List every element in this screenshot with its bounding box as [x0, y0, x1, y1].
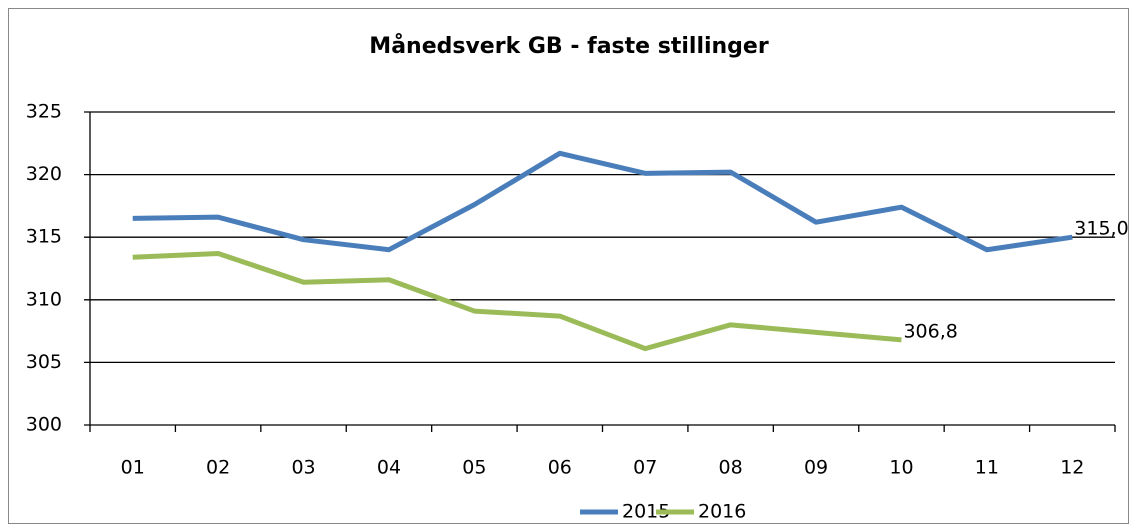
series-line [132, 250, 902, 352]
x-tick-label: 02 [206, 457, 230, 479]
y-tick-label: 300 [26, 414, 62, 436]
y-tick-label: 305 [26, 351, 62, 373]
series-line [132, 150, 1073, 253]
data-label: 315,0 [1074, 218, 1128, 240]
x-tick-label: 11 [975, 457, 999, 479]
x-tick-label: 01 [121, 457, 145, 479]
x-tick-label: 06 [548, 457, 572, 479]
x-tick-label: 05 [462, 457, 486, 479]
x-tick-label: 12 [1060, 457, 1084, 479]
y-tick-label: 325 [26, 101, 62, 123]
legend-label: 2015 [622, 501, 670, 523]
x-tick-label: 07 [633, 457, 657, 479]
chart-title: Månedsverk GB - faste stillinger [369, 33, 769, 59]
x-tick-label: 09 [804, 457, 828, 479]
y-tick-label: 320 [26, 163, 62, 185]
chart-frame [8, 8, 1129, 524]
y-tick-label: 315 [26, 226, 62, 248]
legend-label: 2016 [698, 501, 746, 523]
x-tick-label: 04 [377, 457, 401, 479]
data-label: 306,8 [903, 320, 957, 342]
y-tick-label: 310 [26, 288, 62, 310]
x-tick-label: 03 [291, 457, 315, 479]
x-tick-label: 10 [889, 457, 913, 479]
x-tick-label: 08 [719, 457, 743, 479]
